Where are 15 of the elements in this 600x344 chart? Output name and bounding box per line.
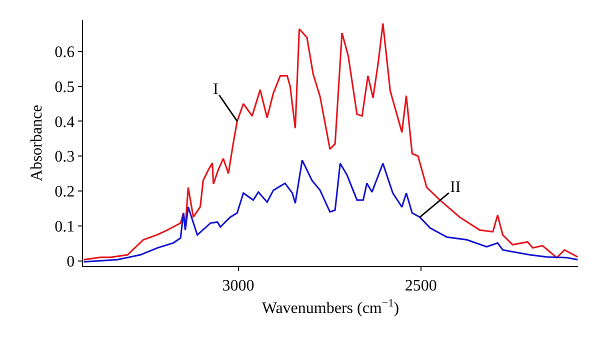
line-series: [83, 22, 578, 261]
y-axis-title: Absorbance: [28, 104, 46, 182]
y-tick-label: 0.3: [54, 148, 75, 166]
annotation: II: [450, 179, 461, 196]
x-tick-label: 3000: [222, 277, 254, 294]
y-tick-label: 0.2: [54, 184, 75, 201]
y-tick-label: 0.4: [54, 114, 75, 131]
annotation: I: [213, 81, 218, 98]
x-axis-title: Wavenumbers (cm$^{−1}$): [262, 297, 400, 318]
x-tick-label: 2500: [404, 277, 437, 294]
y-tick-label: 0.1: [54, 218, 75, 236]
y-tick-label: 0: [66, 253, 75, 270]
y-tick-label: 0.6: [54, 44, 75, 61]
y-tick-label: 0.5: [54, 78, 75, 96]
line-series: [83, 159, 578, 263]
